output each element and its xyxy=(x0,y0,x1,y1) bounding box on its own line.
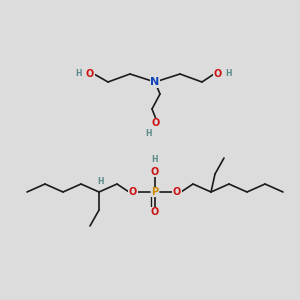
Text: O: O xyxy=(129,187,137,197)
Text: H: H xyxy=(98,178,104,187)
Text: O: O xyxy=(173,187,181,197)
Text: P: P xyxy=(152,187,159,197)
Text: H: H xyxy=(226,70,232,79)
Text: O: O xyxy=(152,118,160,128)
Text: O: O xyxy=(151,167,159,177)
Text: H: H xyxy=(76,70,82,79)
Text: N: N xyxy=(150,77,160,87)
Text: H: H xyxy=(145,128,151,137)
Text: H: H xyxy=(152,155,158,164)
Text: O: O xyxy=(86,69,94,79)
Text: O: O xyxy=(151,207,159,217)
Text: O: O xyxy=(214,69,222,79)
